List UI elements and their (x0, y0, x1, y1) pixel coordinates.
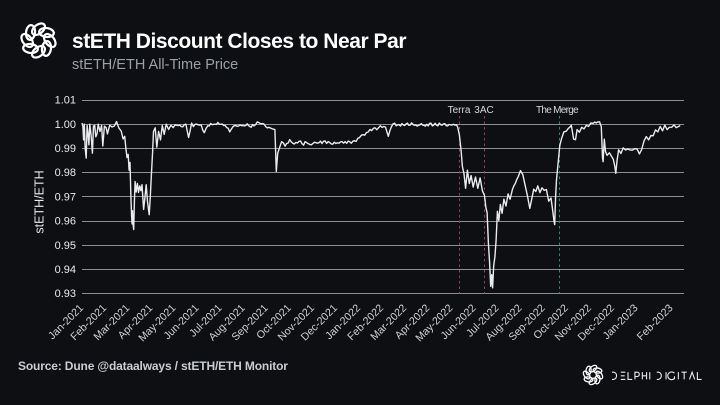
svg-text:1.00: 1.00 (55, 119, 76, 131)
svg-text:The Merge: The Merge (536, 105, 579, 116)
svg-text:0.96: 0.96 (55, 216, 76, 228)
svg-text:0.93: 0.93 (55, 288, 76, 300)
svg-text:1.01: 1.01 (55, 95, 76, 107)
svg-text:3AC: 3AC (474, 105, 493, 116)
svg-text:0.97: 0.97 (55, 191, 76, 203)
svg-text:Terra: Terra (448, 105, 471, 116)
svg-text:0.99: 0.99 (55, 143, 76, 155)
svg-text:0.98: 0.98 (55, 167, 76, 179)
svg-text:0.94: 0.94 (55, 264, 76, 276)
svg-text:stETH/ETH: stETH/ETH (33, 170, 47, 233)
svg-text:0.95: 0.95 (55, 240, 76, 252)
svg-text:Feb-2023: Feb-2023 (635, 302, 676, 343)
